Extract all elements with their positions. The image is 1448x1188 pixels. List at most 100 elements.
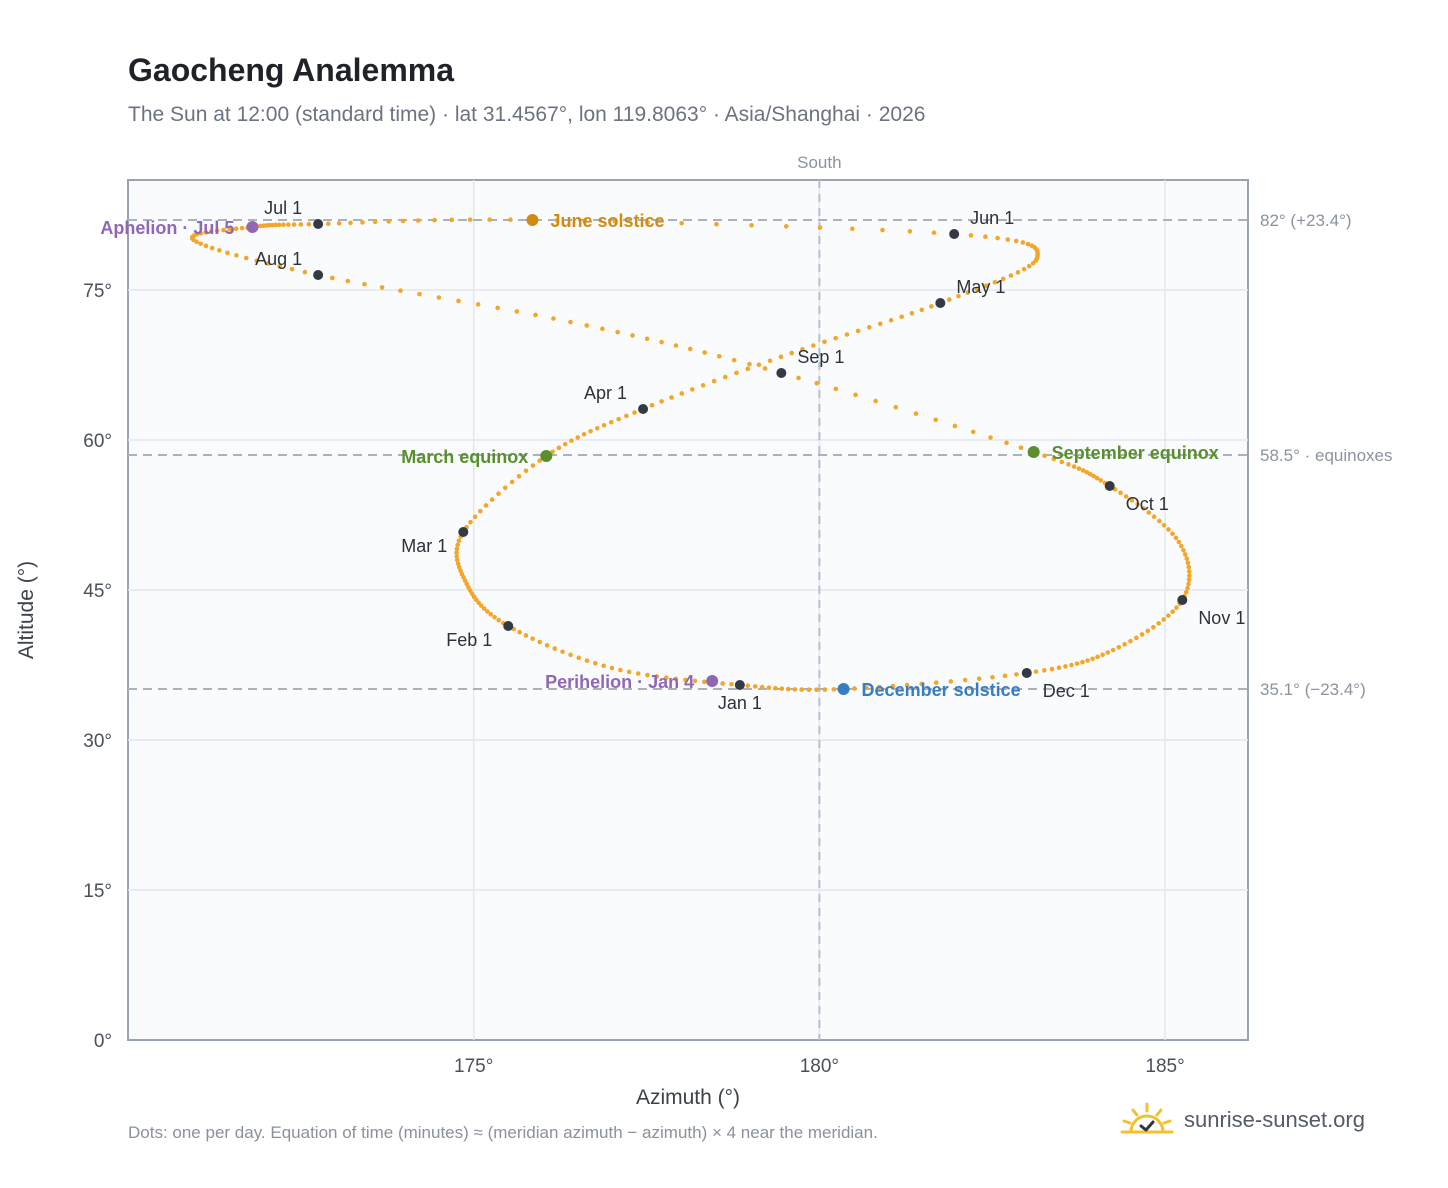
daily-sun-dot [711, 378, 717, 384]
daily-sun-dot [552, 646, 557, 651]
daily-sun-dot [714, 221, 719, 227]
daily-sun-dot [796, 375, 801, 381]
daily-sun-dot [568, 319, 573, 325]
daily-sun-dot [203, 243, 209, 249]
month-marker-dot [458, 527, 469, 537]
daily-sun-dot [766, 685, 772, 690]
daily-sun-dot [929, 304, 934, 309]
daily-sun-dot [481, 606, 487, 611]
daily-sun-dot [1184, 556, 1190, 561]
daily-sun-dot [1098, 478, 1104, 483]
daily-sun-dot [489, 497, 495, 502]
daily-sun-dot [974, 286, 980, 292]
daily-sun-dot [1105, 650, 1111, 655]
daily-sun-dot [509, 479, 515, 485]
daily-sun-dot [609, 665, 615, 671]
daily-sun-dot [933, 680, 939, 685]
daily-sun-dot [449, 217, 455, 223]
daily-sun-dot [1183, 589, 1189, 595]
daily-sun-dot [716, 353, 722, 359]
daily-sun-dot [302, 269, 308, 275]
daily-sun-dot [472, 514, 478, 520]
daily-sun-dot [1069, 662, 1074, 668]
daily-sun-dot [277, 264, 282, 269]
month-marker-label: Jan 1 [718, 693, 762, 713]
daily-sun-dot [1186, 581, 1191, 587]
daily-sun-dot [630, 333, 635, 338]
daily-sun-dot [683, 677, 688, 683]
daily-sun-dot [1051, 456, 1057, 462]
daily-sun-dot [654, 674, 660, 679]
daily-sun-dot [1002, 673, 1008, 679]
daily-sun-dot [523, 633, 529, 638]
month-marker-dot [503, 621, 514, 631]
daily-sun-dot [601, 422, 607, 428]
daily-sun-dot [1094, 475, 1100, 481]
daily-sun-dot [899, 314, 904, 320]
daily-sun-dot [544, 643, 550, 648]
chart-subtitle: The Sun at 12:00 (standard time) · lat 3… [128, 103, 926, 126]
daily-sun-dot [286, 222, 291, 227]
month-marker-dot [638, 404, 649, 414]
daily-sun-dot [745, 366, 751, 372]
event-marker-label: December solstice [862, 680, 1021, 700]
daily-sun-dot [326, 221, 331, 227]
daily-sun-dot [833, 335, 838, 341]
daily-sun-dot [785, 686, 791, 692]
month-marker-dot [1177, 595, 1188, 605]
event-marker-label: September equinox [1052, 443, 1219, 463]
event-marker-dot [526, 214, 539, 226]
daily-sun-dot [645, 672, 650, 678]
daily-sun-dot [970, 429, 976, 435]
daily-sun-dot [484, 609, 490, 614]
daily-sun-dot [1004, 440, 1009, 446]
reference-lines: South 82° (+23.4°) 58.5° · equinoxes 35.1° … [128, 153, 1393, 1040]
axis-ticks: 0° 15° 30° 45° 60° 75° 175° 180° 185° [83, 281, 1184, 1077]
daily-sun-dot [217, 248, 222, 253]
month-marker-label: Mar 1 [401, 536, 447, 556]
daily-sun-dot [400, 218, 406, 224]
event-marker-label: March equinox [401, 447, 528, 467]
daily-sun-dot [806, 687, 812, 692]
daily-sun-dot [454, 557, 460, 563]
daily-sun-dot [773, 685, 778, 691]
daily-sun-dot [1026, 263, 1032, 269]
daily-sun-dot [747, 361, 752, 367]
daily-sun-dot [853, 392, 858, 398]
daily-sun-dot [386, 219, 391, 224]
daily-sun-dot [502, 485, 508, 491]
month-marker-label: Dec 1 [1043, 681, 1090, 701]
daily-sun-dot [1085, 658, 1090, 663]
daily-sun-dot [265, 261, 271, 266]
daily-sun-dot [1100, 652, 1105, 658]
daily-sun-dot [456, 298, 461, 304]
daily-sun-dot [569, 438, 574, 444]
footnote: Dots: one per day. Equation of time (min… [128, 1123, 878, 1142]
daily-sun-dot [209, 245, 215, 251]
brand-name: sunrise-sunset.org [1184, 1107, 1365, 1132]
daily-sun-dot [644, 336, 650, 342]
brand[interactable]: sunrise-sunset.org [1120, 1102, 1365, 1138]
x-axis-title: Azimuth (°) [636, 1086, 740, 1109]
month-marker-dot [313, 270, 324, 280]
daily-sun-dot [372, 219, 378, 225]
daily-sun-dot [931, 230, 937, 235]
daily-sun-dot [487, 217, 492, 222]
daily-sun-dot [1186, 577, 1192, 583]
month-marker-dot [1104, 481, 1115, 491]
daily-sun-dot [983, 234, 988, 240]
daily-sun-dot [398, 288, 403, 294]
daily-sun-dot [530, 463, 536, 468]
daily-sun-dot [893, 404, 899, 410]
daily-sun-dot [811, 343, 816, 348]
daily-sun-dot [584, 323, 590, 328]
meridian-label: South [797, 153, 841, 172]
daily-sun-dot [1135, 501, 1140, 507]
month-marker-dot [313, 219, 324, 229]
daily-sun-dot [514, 309, 520, 314]
daily-sun-dot [1063, 664, 1068, 669]
month-marker-label: Sep 1 [797, 347, 844, 367]
daily-sun-dot [1015, 270, 1021, 275]
month-markers: Jan 1 Feb 1 Mar 1 Apr 1 May 1 Jun 1 Jul 1 Aug 1… [255, 198, 1245, 713]
daily-sun-dot [690, 387, 695, 392]
